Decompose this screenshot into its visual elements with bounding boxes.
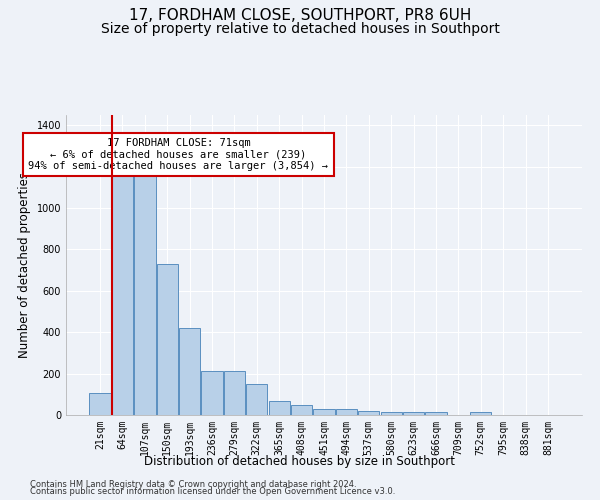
Bar bbox=[269, 400, 290, 415]
Y-axis label: Number of detached properties: Number of detached properties bbox=[18, 172, 31, 358]
Bar bbox=[202, 370, 223, 415]
Bar bbox=[157, 264, 178, 415]
Bar bbox=[380, 412, 402, 415]
Bar bbox=[112, 173, 133, 415]
Text: Contains HM Land Registry data © Crown copyright and database right 2024.: Contains HM Land Registry data © Crown c… bbox=[30, 480, 356, 489]
Bar bbox=[403, 412, 424, 415]
Bar bbox=[291, 404, 312, 415]
Bar bbox=[246, 384, 268, 415]
Text: Size of property relative to detached houses in Southport: Size of property relative to detached ho… bbox=[101, 22, 499, 36]
Text: 17, FORDHAM CLOSE, SOUTHPORT, PR8 6UH: 17, FORDHAM CLOSE, SOUTHPORT, PR8 6UH bbox=[129, 8, 471, 22]
Text: Contains public sector information licensed under the Open Government Licence v3: Contains public sector information licen… bbox=[30, 488, 395, 496]
Bar bbox=[470, 412, 491, 415]
Bar bbox=[336, 409, 357, 415]
Bar bbox=[358, 411, 379, 415]
Bar bbox=[224, 370, 245, 415]
Text: Distribution of detached houses by size in Southport: Distribution of detached houses by size … bbox=[145, 455, 455, 468]
Bar bbox=[425, 412, 446, 415]
Text: 17 FORDHAM CLOSE: 71sqm
← 6% of detached houses are smaller (239)
94% of semi-de: 17 FORDHAM CLOSE: 71sqm ← 6% of detached… bbox=[28, 138, 328, 171]
Bar bbox=[179, 328, 200, 415]
Bar bbox=[134, 174, 155, 415]
Bar bbox=[313, 409, 335, 415]
Bar bbox=[89, 393, 111, 415]
